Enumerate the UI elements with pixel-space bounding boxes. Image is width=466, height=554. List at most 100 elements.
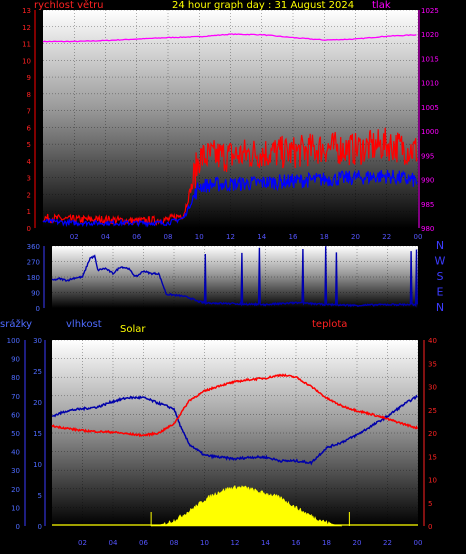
wind-tick-label: 2: [27, 191, 31, 199]
pressure-tick-label: 1000: [421, 128, 439, 136]
temperature-tick-label: 0: [428, 523, 432, 531]
rain-tick-label: 80: [11, 374, 20, 382]
temperature-tick-label: 20: [428, 430, 437, 438]
compass-letter-2: S: [437, 270, 444, 283]
panel1-x-tick-label: 22: [382, 233, 391, 241]
panel1-x-tick-label: 16: [289, 233, 298, 241]
panel1-x-tick-label: 08: [164, 233, 173, 241]
panel3-x-tick-label: 02: [78, 539, 87, 547]
wind-tick-label: 6: [27, 124, 32, 132]
humidity-tick-label: 30: [33, 337, 42, 345]
wind-speed-axis-label: rychlost větru: [34, 0, 104, 11]
direction-tick-label: 0: [36, 305, 40, 313]
humidity-series-line: [51, 394, 418, 466]
humidity-axis-label: vlhkost: [66, 319, 102, 330]
temperature-tick-label: 5: [428, 500, 432, 508]
panel1-x-tick-label: 04: [101, 233, 110, 241]
wind-tick-label: 0: [27, 225, 31, 233]
temperature-tick-label: 25: [428, 407, 437, 415]
temperature-tick-label: 40: [428, 337, 437, 345]
panel1-x-tick-label: 00: [414, 233, 423, 241]
humidity-tick-label: 0: [38, 523, 42, 531]
wind-average-series-line: [42, 169, 418, 228]
wind-tick-label: 7: [27, 108, 31, 116]
panel3-x-tick-label: 04: [109, 539, 118, 547]
wind-gust-series-line: [42, 127, 418, 226]
wind-tick-label: 12: [22, 24, 31, 32]
wind-tick-label: 3: [27, 175, 31, 183]
wind-tick-label: 4: [27, 158, 32, 166]
panel3-x-tick-label: 00: [414, 539, 423, 547]
humidity-tick-label: 25: [33, 368, 42, 376]
rain-tick-label: 0: [16, 523, 20, 531]
direction-tick-label: 360: [27, 243, 40, 251]
pressure-tick-label: 1010: [421, 80, 439, 88]
direction-tick-label: 270: [27, 259, 40, 267]
panel1-x-tick-label: 10: [195, 233, 204, 241]
solar-series-area: [151, 484, 342, 527]
panel1-x-tick-label: 14: [257, 233, 266, 241]
compass-letter-1: W: [435, 255, 446, 268]
temperature-tick-label: 35: [428, 360, 437, 368]
wind-tick-label: 11: [22, 41, 31, 49]
panel1-x-tick-label: 02: [70, 233, 79, 241]
panel1-background: [43, 10, 418, 228]
rain-tick-label: 20: [11, 486, 20, 494]
wind-tick-label: 8: [27, 91, 31, 99]
panel3-x-tick-label: 14: [261, 539, 270, 547]
panel3-x-tick-label: 06: [139, 539, 148, 547]
direction-tick-label: 90: [31, 290, 40, 298]
rain-tick-label: 40: [11, 449, 20, 457]
panel3-x-tick-label: 12: [231, 539, 240, 547]
pressure-tick-label: 1005: [421, 104, 439, 112]
humidity-tick-label: 5: [38, 492, 42, 500]
compass-letter-3: E: [437, 286, 444, 299]
panel1-x-tick-label: 12: [226, 233, 235, 241]
pressure-tick-label: 995: [421, 152, 434, 160]
temperature-tick-label: 10: [428, 477, 437, 485]
solar-axis-label: Solar: [120, 324, 146, 335]
pressure-tick-label: 980: [421, 225, 434, 233]
pressure-tick-label: 1020: [421, 31, 439, 39]
panel3-x-tick-label: 18: [322, 539, 331, 547]
pressure-tick-label: 990: [421, 177, 434, 185]
pressure-tick-label: 1025: [421, 7, 439, 15]
rain-tick-label: 100: [7, 337, 20, 345]
direction-series-line: [51, 246, 418, 308]
pressure-tick-label: 985: [421, 201, 434, 209]
rain-tick-label: 90: [11, 356, 20, 364]
direction-tick-label: 180: [27, 274, 40, 282]
wind-tick-label: 1: [27, 208, 31, 216]
temperature-tick-label: 30: [428, 384, 437, 392]
pressure-tick-label: 1015: [421, 55, 439, 63]
chart-title: 24 hour graph day : 31 August 2024: [172, 0, 355, 11]
temperature-axis-label: teplota: [312, 319, 348, 330]
panel1-x-tick-label: 06: [132, 233, 141, 241]
panel3-x-tick-label: 20: [353, 539, 362, 547]
wind-tick-label: 5: [27, 141, 31, 149]
rain-tick-label: 10: [11, 504, 20, 512]
humidity-tick-label: 20: [33, 399, 42, 407]
compass-letter-4: N: [436, 301, 444, 314]
pressure-series-line: [42, 33, 417, 43]
rain-tick-label: 70: [11, 393, 20, 401]
panel3-x-tick-label: 16: [292, 539, 301, 547]
panel3-x-tick-label: 10: [200, 539, 209, 547]
compass-letter-0: N: [436, 239, 444, 252]
rain-axis-label: srážky: [0, 319, 33, 330]
wind-tick-label: 10: [22, 57, 31, 65]
panel3-x-tick-label: 22: [383, 539, 392, 547]
temperature-series-line: [51, 373, 418, 438]
humidity-tick-label: 15: [33, 430, 42, 438]
pressure-axis-label: tlak: [372, 0, 391, 11]
rain-tick-label: 60: [11, 411, 20, 419]
panel1-x-tick-label: 20: [351, 233, 360, 241]
rain-tick-label: 50: [11, 430, 20, 438]
humidity-tick-label: 10: [33, 461, 42, 469]
temperature-tick-label: 15: [428, 453, 437, 461]
rain-tick-label: 30: [11, 467, 20, 475]
panel3-x-tick-label: 08: [170, 539, 179, 547]
panel1-x-tick-label: 18: [320, 233, 329, 241]
